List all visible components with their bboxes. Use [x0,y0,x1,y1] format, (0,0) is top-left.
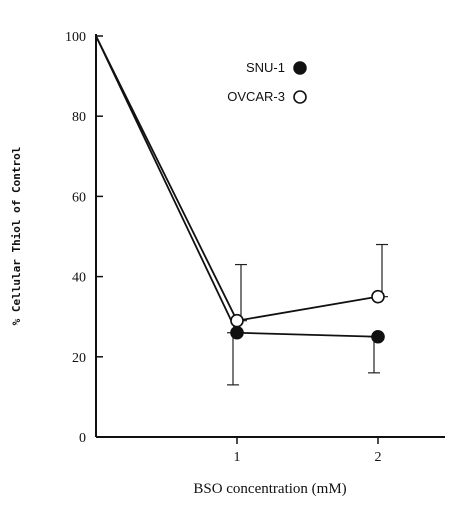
legend-marker-ovcar-3 [293,90,307,104]
legend-label-ovcar-3: OVCAR-3 [227,89,285,104]
y-ticks: 0 20 40 60 80 100 [65,30,103,446]
y-tick-label: 100 [65,30,86,45]
legend-marker-snu-1 [293,61,307,75]
data-point-ovcar-3 [230,313,244,328]
data-point-snu-1 [371,329,385,344]
x-tick-label: 2 [375,450,382,465]
x-tick-label: 1 [234,450,241,465]
series-line-snu-1 [95,35,379,338]
y-tick-label: 20 [72,351,86,366]
y-tick-label: 0 [79,431,86,446]
y-tick-label: 40 [72,271,86,286]
y-tick-label: 60 [72,190,86,205]
series-lines [95,35,379,338]
y-tick-label: 80 [72,110,86,125]
data-point-snu-1 [230,325,244,340]
error-bars [227,243,388,386]
y-axis-label: % Cellular Thiol of Control [10,147,23,326]
legend: SNU-1 OVCAR-3 [227,60,307,104]
data-point-ovcar-3 [371,289,385,304]
series-points [230,289,385,344]
series-line-ovcar-3 [95,35,379,322]
x-axis-label: BSO concentration (mM) [193,481,346,497]
legend-label-snu-1: SNU-1 [246,60,285,75]
